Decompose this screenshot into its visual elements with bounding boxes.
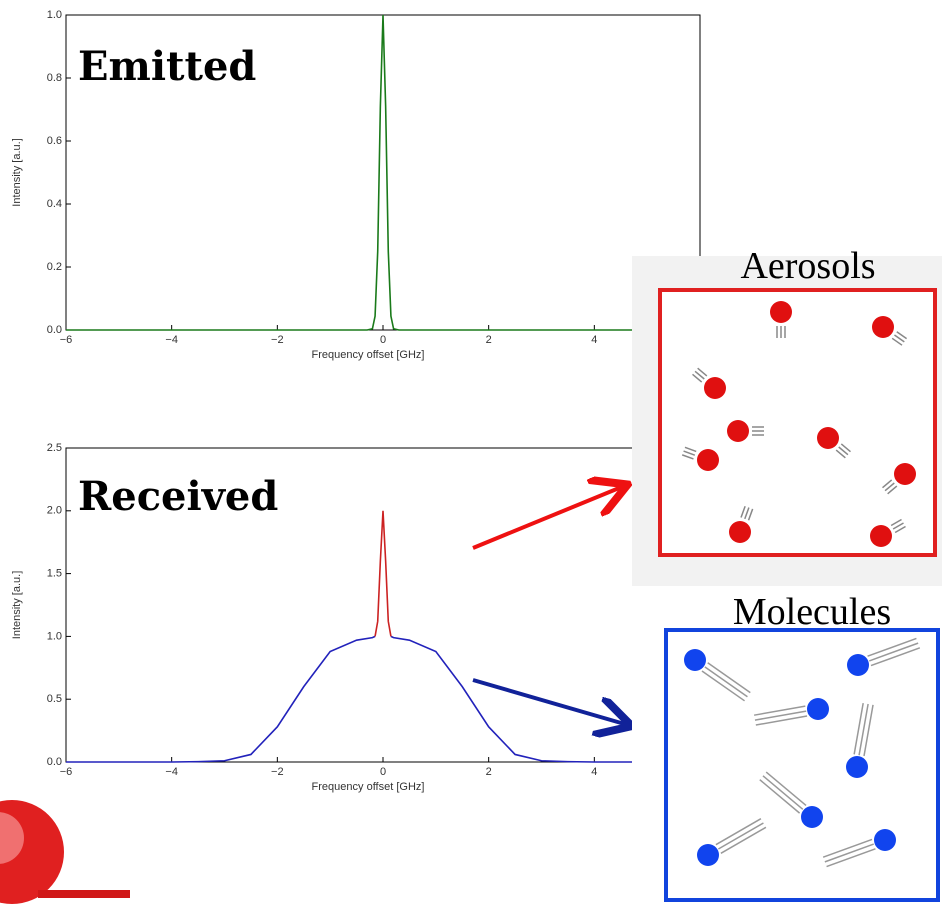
molecule [846, 756, 868, 778]
panel-label: Aerosols [740, 245, 875, 287]
aerosol [770, 301, 792, 323]
aerosol [727, 420, 749, 442]
y-tick-label: 1.0 [47, 630, 62, 642]
x-tick-label: −2 [271, 766, 284, 778]
aerosols-box [660, 290, 935, 555]
x-tick-label: 4 [591, 334, 597, 346]
molecule [801, 806, 823, 828]
y-tick-label: 2.0 [47, 505, 62, 517]
x-tick-label: −6 [60, 766, 73, 778]
molecule [847, 654, 869, 676]
x-tick-label: 0 [380, 334, 386, 346]
x-tick-label: 2 [486, 766, 492, 778]
x-axis-label: Frequency offset [GHz] [312, 349, 425, 361]
figure: 0.00.20.40.60.81.0−6−4−2024Frequency off… [0, 0, 942, 907]
aerosol [697, 449, 719, 471]
y-tick-label: 2.5 [47, 442, 62, 454]
x-tick-label: 2 [486, 334, 492, 346]
y-tick-label: 0.8 [47, 72, 62, 84]
y-tick-label: 0.2 [47, 261, 62, 273]
x-tick-label: −4 [165, 334, 178, 346]
y-tick-label: 0.4 [47, 198, 62, 210]
y-tick-label: 0.5 [47, 693, 62, 705]
logo-bar [38, 890, 130, 898]
aerosol [729, 521, 751, 543]
y-tick-label: 1.0 [47, 9, 62, 21]
annotation: Received [78, 473, 278, 520]
aerosol [704, 377, 726, 399]
y-axis-label: Intensity [a.u.] [11, 138, 23, 206]
x-tick-label: −4 [165, 766, 178, 778]
panel-label: Molecules [733, 591, 891, 633]
x-tick-label: −6 [60, 334, 73, 346]
molecule [684, 649, 706, 671]
x-tick-label: 0 [380, 766, 386, 778]
x-tick-label: −2 [271, 334, 284, 346]
aerosol [870, 525, 892, 547]
aerosol [894, 463, 916, 485]
x-axis-label: Frequency offset [GHz] [312, 781, 425, 793]
aerosol [872, 316, 894, 338]
aerosol [817, 427, 839, 449]
y-axis-label: Intensity [a.u.] [11, 571, 23, 639]
molecule [807, 698, 829, 720]
y-tick-label: 0.6 [47, 135, 62, 147]
annotation: Emitted [78, 43, 256, 90]
molecule [874, 829, 896, 851]
y-tick-label: 1.5 [47, 568, 62, 580]
logo [0, 800, 130, 904]
molecule [697, 844, 719, 866]
x-tick-label: 4 [591, 766, 597, 778]
